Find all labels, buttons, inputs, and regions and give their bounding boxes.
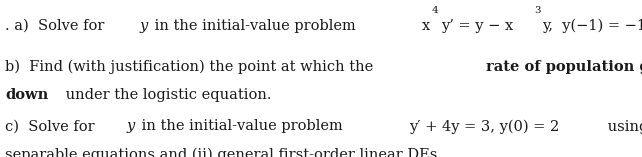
Text: rate of population growth: rate of population growth: [486, 60, 642, 74]
Text: down: down: [5, 88, 48, 102]
Text: y: y: [139, 19, 148, 33]
Text: . a)  Solve for: . a) Solve for: [5, 19, 109, 33]
Text: 3: 3: [534, 6, 541, 15]
Text: y,  y(−1) = −1.: y, y(−1) = −1.: [542, 19, 642, 33]
Text: under the logistic equation.: under the logistic equation.: [61, 88, 272, 102]
Text: b)  Find (with justification) the point at which the: b) Find (with justification) the point a…: [5, 60, 378, 74]
Text: x: x: [421, 19, 429, 33]
Text: 4: 4: [432, 6, 438, 15]
Text: using the methods of (i): using the methods of (i): [603, 119, 642, 134]
Text: in the initial-value problem: in the initial-value problem: [150, 19, 360, 33]
Text: separable equations and (ii) general first-order linear DEs.: separable equations and (ii) general fir…: [5, 148, 442, 157]
Text: in the initial-value problem: in the initial-value problem: [137, 119, 348, 133]
Text: y: y: [126, 119, 135, 133]
Text: y′ + 4y = 3, y(0) = 2: y′ + 4y = 3, y(0) = 2: [409, 119, 559, 134]
Text: y’ = y − x: y’ = y − x: [440, 19, 513, 33]
Text: c)  Solve for: c) Solve for: [5, 119, 100, 133]
